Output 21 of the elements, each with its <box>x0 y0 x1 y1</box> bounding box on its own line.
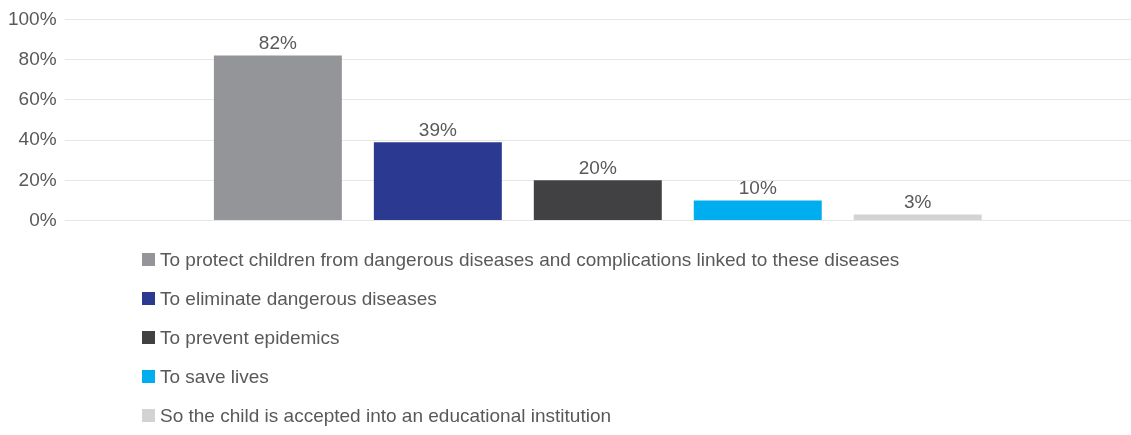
legend-label: To save lives <box>160 365 269 388</box>
data-label: 3% <box>903 191 932 213</box>
legend-label: To eliminate dangerous diseases <box>160 287 437 310</box>
data-label: 82% <box>258 32 297 54</box>
y-tick-label: 0% <box>29 208 57 230</box>
data-label: 10% <box>738 177 777 199</box>
bar <box>373 142 502 221</box>
bar <box>853 214 982 221</box>
legend-label: To protect children from dangerous diseases and complications linked to these diseases <box>160 248 900 271</box>
bar <box>693 200 822 221</box>
y-tick-label: 20% <box>18 168 57 190</box>
y-tick-label: 40% <box>18 128 57 150</box>
data-label: 20% <box>578 157 617 179</box>
y-tick-label: 100% <box>7 7 57 29</box>
y-tick-label: 60% <box>18 88 57 110</box>
bar <box>213 55 342 221</box>
data-label: 39% <box>418 118 457 140</box>
y-tick-label: 80% <box>18 47 57 69</box>
bar <box>533 180 662 221</box>
legend-label: So the child is accepted into an educational institution <box>160 404 612 427</box>
legend-label: To prevent epidemics <box>160 326 340 349</box>
